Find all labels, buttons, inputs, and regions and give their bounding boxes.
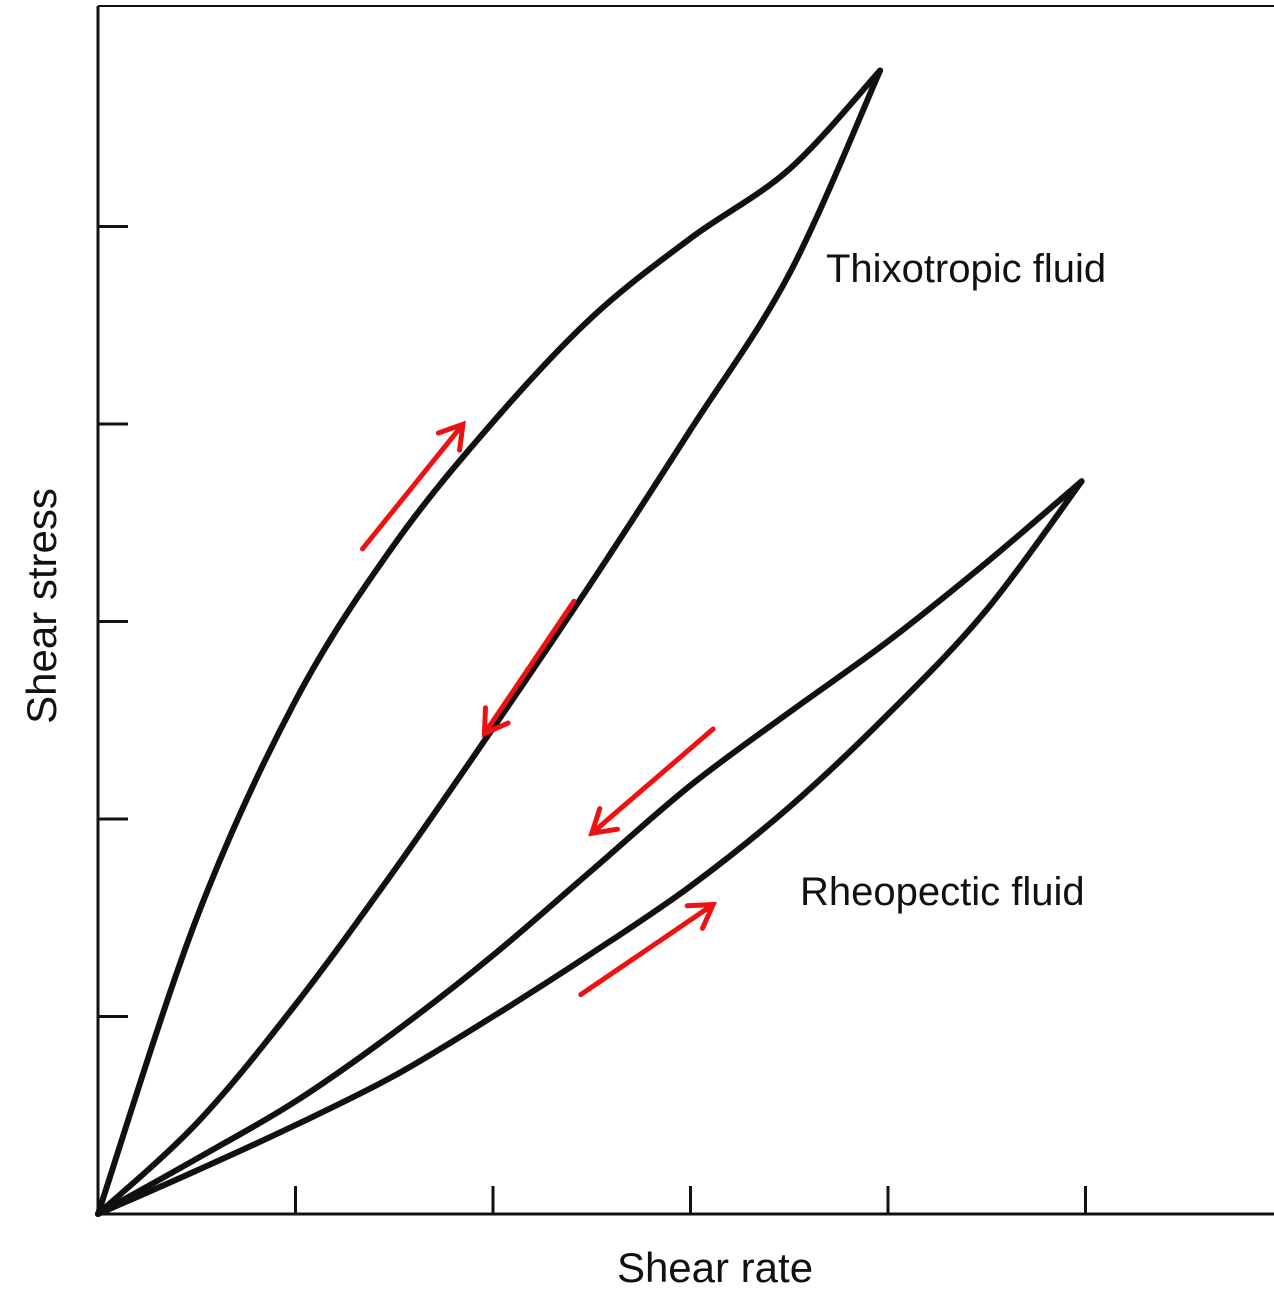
direction-arrow [360,421,466,552]
rheopectic-fluiddown-curve [95,478,1085,1217]
thixotropic-fluidup-curve [95,67,884,1217]
x-axis-label: Shear rate [617,1244,813,1291]
direction-arrow [481,598,577,737]
thixotropic-fluiddown-curve [95,67,884,1217]
direction-arrow [589,726,716,836]
arrow-head [588,806,620,837]
thixotropic-annotation: Thixotropic fluid [826,247,1106,291]
direction-arrow [578,902,716,998]
arrow-head [435,420,466,453]
y-axis-label: Shear stress [18,488,65,724]
rheopectic-annotation: Rheopectic fluid [800,870,1085,914]
arrow-head [684,901,718,931]
arrow-head [481,705,511,738]
direction-arrows [360,420,718,998]
rheopectic-fluidup-curve [95,478,1085,1217]
curves [95,67,1085,1217]
axis-ticks [98,225,1087,1214]
